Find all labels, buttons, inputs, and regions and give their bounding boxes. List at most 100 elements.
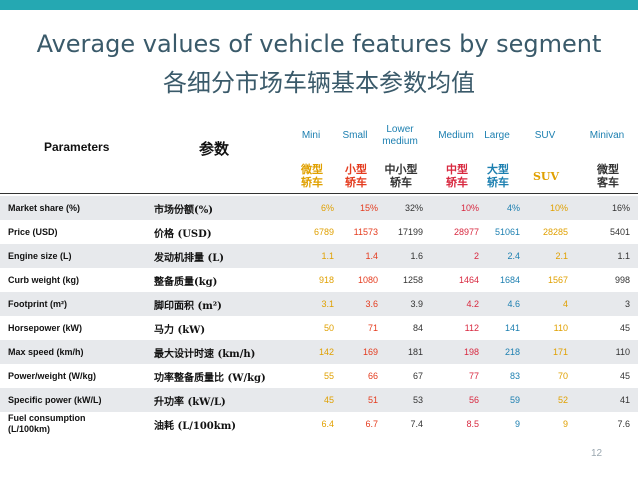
value-cell: 5401 — [609, 227, 630, 237]
value-cell: 2.4 — [507, 251, 520, 261]
value-cell: 6.4 — [321, 419, 334, 429]
value-cell: 1.1 — [617, 251, 630, 261]
value-cell: 3.1 — [321, 299, 334, 309]
value-cell: 66 — [367, 371, 378, 381]
value-cell: 141 — [504, 323, 520, 333]
segment-header-en: SUV — [534, 129, 556, 141]
row-label-en: Curb weight (kg) — [8, 274, 79, 285]
value-cell: 1684 — [499, 275, 520, 285]
row-label-en: Fuel consumption (L/100km) — [8, 413, 86, 434]
value-cell: 10% — [549, 203, 568, 213]
value-cell: 918 — [318, 275, 334, 285]
row-label-zh: 市场份额(%) — [154, 204, 213, 216]
value-cell: 45 — [619, 323, 630, 333]
header-divider — [0, 193, 638, 194]
value-cell: 32% — [404, 203, 423, 213]
slide-title-chinese: 各细分市场车辆基本参数均值 — [163, 69, 475, 97]
value-cell: 56 — [468, 395, 479, 405]
row-label-en: Specific power (kW/L) — [8, 394, 102, 405]
value-cell: 28977 — [453, 227, 479, 237]
value-cell: 2.1 — [555, 251, 568, 261]
table-row: Fuel consumption (L/100km) 油耗 (L/100km) 6.… — [0, 412, 638, 436]
value-cell: 17199 — [397, 227, 423, 237]
value-cell: 51061 — [494, 227, 520, 237]
value-cell: 3.6 — [365, 299, 378, 309]
value-cell: 52 — [557, 395, 568, 405]
segment-header-en: Mini — [301, 129, 321, 141]
value-cell: 84 — [412, 323, 423, 333]
segment-header-zh: 微型 轿车 — [301, 163, 323, 189]
value-cell: 1080 — [357, 275, 378, 285]
value-cell: 998 — [614, 275, 630, 285]
value-cell: 55 — [323, 371, 334, 381]
value-cell: 171 — [552, 347, 568, 357]
row-label-en: Engine size (L) — [8, 250, 72, 261]
value-cell: 4.2 — [466, 299, 479, 309]
segment-header-zh: 小型 轿车 — [345, 163, 367, 189]
value-cell: 181 — [407, 347, 423, 357]
value-cell: 45 — [323, 395, 334, 405]
page-number: 12 — [591, 448, 603, 459]
row-label-en: Horsepower (kW) — [8, 322, 83, 333]
value-cell: 77 — [468, 371, 479, 381]
value-cell: 50 — [323, 323, 334, 333]
segment-header-zh: SUV — [532, 169, 560, 183]
segment-header-en: Minivan — [589, 129, 625, 141]
value-cell: 3 — [624, 299, 630, 309]
value-cell: 110 — [615, 347, 630, 357]
value-cell: 83 — [509, 371, 520, 381]
value-cell: 3.9 — [410, 299, 423, 309]
value-cell: 4.6 — [507, 299, 520, 309]
value-cell: 110 — [553, 323, 568, 333]
table-row: Max speed (km/h) 最大设计时速 (km/h) 142 169 181 19… — [0, 340, 638, 364]
value-cell: 4 — [562, 299, 568, 309]
value-cell: 6.7 — [365, 419, 378, 429]
value-cell: 198 — [463, 347, 479, 357]
table-row: Market share (%) 市场份额(%) 6% 15% 32% 10% 4% 10% 1… — [0, 196, 638, 220]
value-cell: 1.1 — [321, 251, 334, 261]
value-cell: 142 — [318, 347, 334, 357]
row-label-en: Footprint (m²) — [8, 298, 67, 309]
segment-header-en: Small — [342, 129, 368, 141]
value-cell: 10% — [460, 203, 479, 213]
row-label-en: Power/weight (W/kg) — [8, 370, 97, 381]
value-cell: 1464 — [458, 275, 479, 285]
value-cell: 45 — [619, 371, 630, 381]
top-accent-bar — [0, 0, 638, 10]
parameters-header-chinese: 参数 — [199, 140, 230, 158]
value-cell: 41 — [619, 395, 630, 405]
value-cell: 15% — [359, 203, 378, 213]
value-cell: 2 — [473, 251, 479, 261]
row-label-en: Max speed (km/h) — [8, 346, 84, 357]
row-label-zh: 升功率 (kW/L) — [154, 396, 226, 408]
value-cell: 1.6 — [410, 251, 423, 261]
value-cell: 51 — [367, 395, 378, 405]
table-row: Horsepower (kW) 马力 (kW) 50 71 84 112 141 110 45 — [0, 316, 638, 340]
value-cell: 70 — [557, 371, 568, 381]
value-cell: 6789 — [313, 227, 334, 237]
value-cell: 1258 — [402, 275, 423, 285]
value-cell: 7.6 — [617, 419, 630, 429]
row-label-zh: 发动机排量 (L) — [154, 252, 224, 264]
row-label-zh: 最大设计时速 (km/h) — [154, 348, 256, 360]
value-cell: 218 — [504, 347, 520, 357]
value-cell: 6% — [320, 203, 334, 213]
value-cell: 1.4 — [365, 251, 378, 261]
value-cell: 4% — [506, 203, 520, 213]
segment-header-zh: 大型 轿车 — [487, 163, 509, 189]
row-label-zh: 整备质量(kg) — [154, 276, 218, 288]
segment-header-en: Large — [484, 129, 510, 141]
value-cell: 53 — [412, 395, 423, 405]
segment-header-en: Lower medium — [382, 123, 418, 147]
value-cell: 11573 — [353, 227, 378, 237]
segment-header-en: Medium — [438, 129, 474, 141]
segment-header-zh: 微型 客车 — [597, 163, 619, 189]
table-row: Footprint (m²) 脚印面积 (m²) 3.1 3.6 3.9 4.2 4.6 4 3 — [0, 292, 638, 316]
parameters-header: Parameters — [44, 140, 110, 154]
value-cell: 112 — [464, 323, 479, 333]
value-cell: 71 — [367, 323, 378, 333]
segment-header-zh: 中型 轿车 — [446, 163, 468, 189]
row-label-zh: 脚印面积 (m²) — [154, 300, 222, 312]
value-cell: 16% — [611, 203, 630, 213]
value-cell: 28285 — [542, 227, 568, 237]
